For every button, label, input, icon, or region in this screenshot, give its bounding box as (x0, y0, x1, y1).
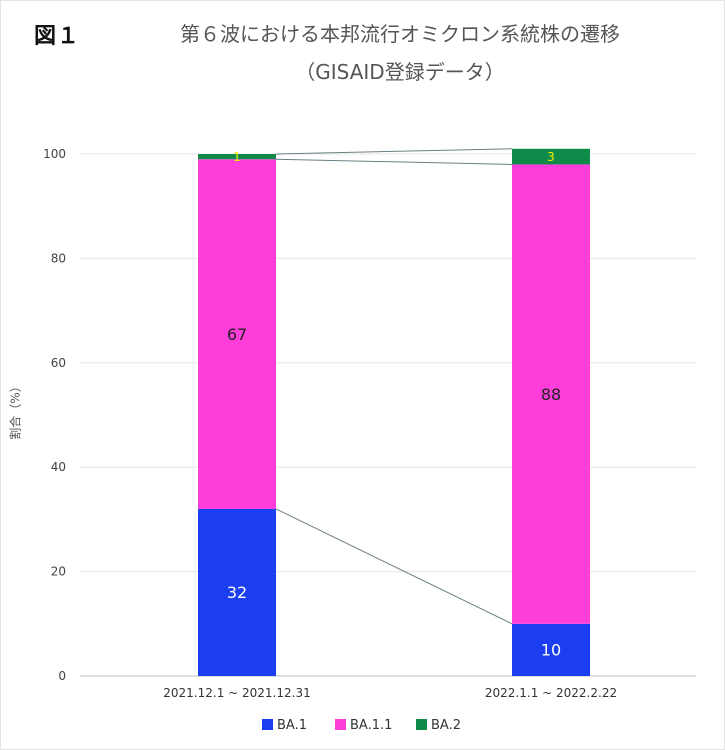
legend-label: BA.2 (431, 718, 461, 733)
bar-segment (512, 148, 590, 165)
legend-swatch (335, 719, 346, 730)
connector-line (275, 508, 513, 625)
y-tick-label: 80 (51, 251, 66, 265)
bar-segment (512, 623, 590, 676)
bar-segment (198, 159, 276, 509)
legend-label: BA.1 (277, 718, 307, 733)
legend-swatch (262, 719, 273, 730)
legend-swatch (416, 719, 427, 730)
data-label: 67 (227, 325, 247, 344)
y-tick-label: 40 (51, 460, 66, 474)
data-label: 88 (541, 385, 561, 404)
x-tick-label: 2021.12.1 ~ 2021.12.31 (163, 686, 310, 700)
connector-line (275, 158, 513, 165)
data-label: 10 (541, 641, 561, 660)
bar-segment (198, 508, 276, 676)
x-tick-label: 2022.1.1 ~ 2022.2.22 (485, 686, 617, 700)
y-tick-label: 100 (43, 147, 66, 161)
figure-label: 図１ (34, 24, 81, 49)
data-label: 3 (547, 150, 555, 164)
connector-line (275, 148, 513, 155)
chart-title: 第６波における本邦流行オミクロン系統株の遷移 (180, 22, 620, 46)
bar-segment (512, 164, 590, 624)
y-tick-label: 0 (58, 669, 66, 683)
chart-subtitle: （GISAID登録データ） (295, 60, 505, 84)
data-label: 32 (227, 583, 247, 602)
bar-segment (198, 154, 276, 160)
y-tick-label: 20 (51, 565, 66, 579)
y-tick-label: 60 (51, 356, 66, 370)
legend-label: BA.1.1 (350, 718, 392, 733)
data-label: 1 (233, 150, 241, 164)
